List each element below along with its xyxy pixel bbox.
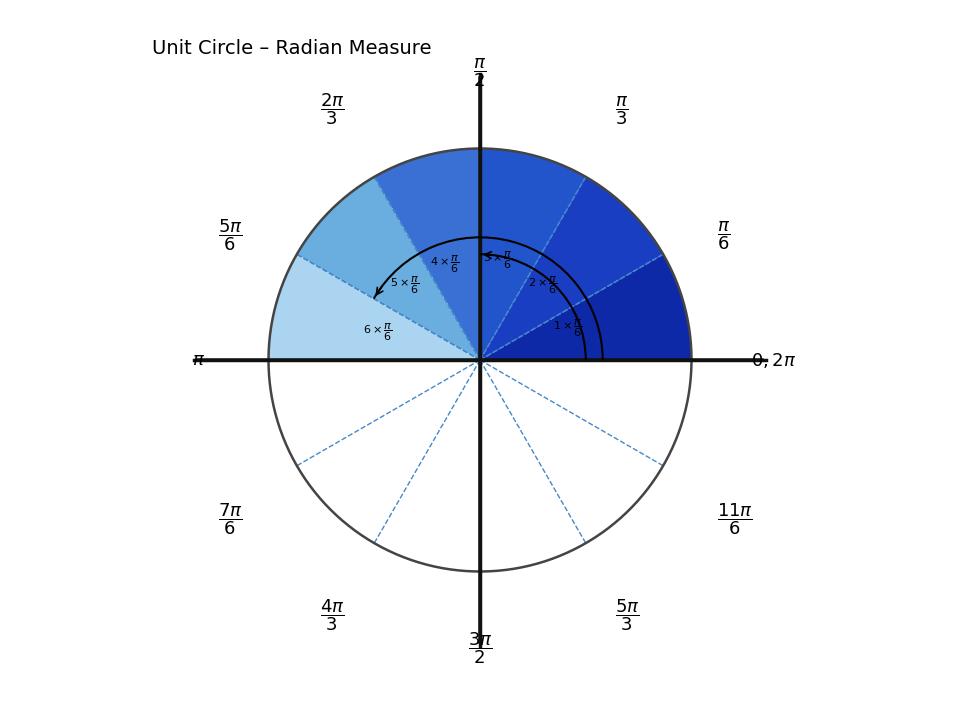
Text: $\dfrac{7\pi}{6}$: $\dfrac{7\pi}{6}$ (218, 502, 243, 537)
Text: $\dfrac{11\pi}{6}$: $\dfrac{11\pi}{6}$ (717, 502, 754, 537)
Text: $\dfrac{4\pi}{3}$: $\dfrac{4\pi}{3}$ (320, 598, 345, 633)
Text: $\dfrac{3\pi}{2}$: $\dfrac{3\pi}{2}$ (468, 631, 492, 667)
Text: $\dfrac{2\pi}{3}$: $\dfrac{2\pi}{3}$ (320, 91, 345, 127)
Text: $\dfrac{5\pi}{3}$: $\dfrac{5\pi}{3}$ (615, 598, 640, 633)
Text: $2 \times \dfrac{\pi}{6}$: $2 \times \dfrac{\pi}{6}$ (528, 275, 558, 296)
Wedge shape (480, 148, 586, 360)
Wedge shape (269, 254, 480, 360)
Text: $\dfrac{\pi}{6}$: $\dfrac{\pi}{6}$ (717, 219, 731, 251)
Text: $1 \times \dfrac{\pi}{6}$: $1 \times \dfrac{\pi}{6}$ (553, 318, 583, 339)
Text: $\pi$: $\pi$ (192, 351, 205, 369)
Wedge shape (297, 177, 480, 360)
Text: $3 \times \dfrac{\pi}{6}$: $3 \times \dfrac{\pi}{6}$ (483, 249, 513, 271)
Text: $4 \times \dfrac{\pi}{6}$: $4 \times \dfrac{\pi}{6}$ (430, 254, 460, 275)
Wedge shape (480, 254, 691, 360)
Text: Unit Circle – Radian Measure: Unit Circle – Radian Measure (153, 38, 432, 58)
Text: $\dfrac{\pi}{3}$: $\dfrac{\pi}{3}$ (615, 94, 629, 127)
Text: $0,2\pi$: $0,2\pi$ (751, 351, 796, 369)
Text: $\dfrac{5\pi}{6}$: $\dfrac{5\pi}{6}$ (218, 217, 243, 253)
Wedge shape (480, 177, 663, 360)
Text: $\dfrac{\pi}{2}$: $\dfrac{\pi}{2}$ (473, 57, 487, 89)
Wedge shape (374, 148, 480, 360)
Text: $5 \times \dfrac{\pi}{6}$: $5 \times \dfrac{\pi}{6}$ (391, 274, 420, 296)
Text: $6 \times \dfrac{\pi}{6}$: $6 \times \dfrac{\pi}{6}$ (363, 322, 393, 343)
